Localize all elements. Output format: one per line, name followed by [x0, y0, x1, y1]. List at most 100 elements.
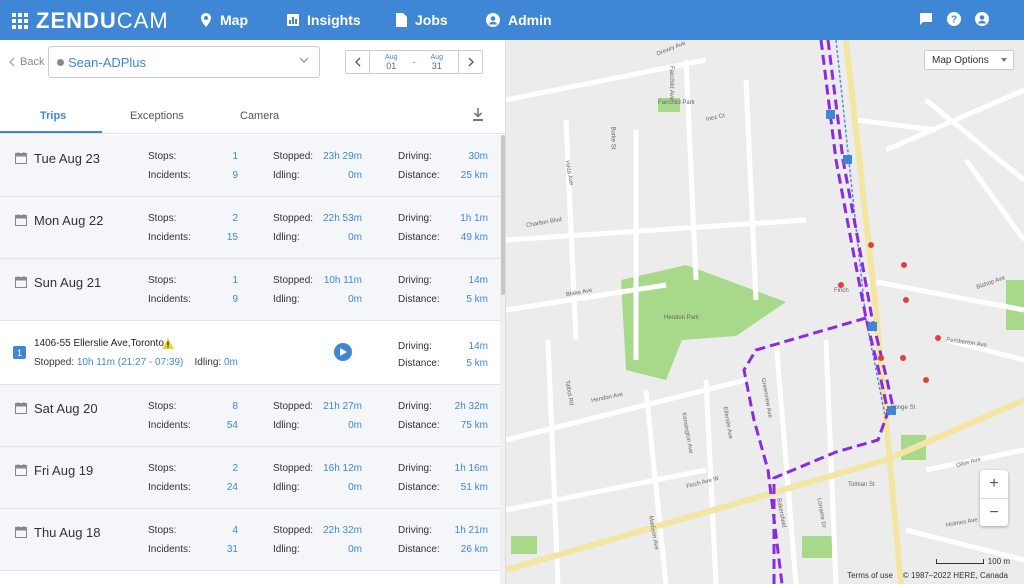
- day-row[interactable]: Thu Aug 18 Stops: 4 Incidents: 31 Stopped: 22h…: [0, 509, 500, 571]
- idling-value: 0m: [348, 420, 362, 431]
- trips-panel: Back Sean-ADPlus Aug 01 - Aug 31 Trips Exc…: [0, 40, 506, 584]
- logo[interactable]: ZENDUCAM: [12, 8, 169, 34]
- distance-value: 5 km: [466, 294, 488, 305]
- zoom-in-button[interactable]: +: [989, 475, 999, 492]
- trip-distance-value: 5 km: [466, 358, 488, 369]
- hendon-park: [621, 265, 786, 380]
- incidents-label: Incidents:: [148, 170, 191, 181]
- stopped-value: 16h 12m: [323, 463, 362, 474]
- idling-value: 0m: [348, 482, 362, 493]
- vehicle-select[interactable]: Sean-ADPlus: [48, 46, 320, 78]
- date-to[interactable]: Aug 31: [416, 51, 459, 73]
- stops-value: 2: [232, 463, 238, 474]
- active-tab-indicator: [0, 131, 102, 133]
- day-date: Tue Aug 23: [34, 151, 101, 166]
- stopped-label: Stopped:: [273, 213, 314, 224]
- idling-label: Idling:: [273, 294, 300, 305]
- edithvale-park: [511, 536, 537, 554]
- scrollbar-thumb[interactable]: [501, 135, 505, 295]
- stops-value: 8: [232, 401, 238, 412]
- back-button[interactable]: Back: [8, 56, 44, 68]
- tab-trips[interactable]: Trips: [40, 110, 67, 122]
- trip-stopped-value: 10h 11m (21:27 - 07:39): [76, 357, 184, 368]
- park-edge: [1006, 280, 1024, 330]
- day-date: Sat Aug 20: [34, 401, 98, 416]
- download-icon[interactable]: [472, 108, 484, 122]
- stops-value: 1: [232, 275, 238, 286]
- map-options-dropdown[interactable]: Map Options: [924, 50, 1014, 70]
- account-icon[interactable]: [974, 11, 990, 27]
- nav-jobs[interactable]: Jobs: [396, 12, 448, 28]
- idling-label: Idling:: [273, 170, 300, 181]
- trip-address: 1406-55 Ellerslie Ave,Toronto: [34, 338, 164, 349]
- driving-label: Driving:: [398, 401, 432, 412]
- calendar-icon: [15, 151, 27, 169]
- day-row[interactable]: Sat Aug 20 Stops: 8 Incidents: 54 Stopped: 21h…: [0, 385, 500, 447]
- date-range-picker: Aug 01 - Aug 31: [345, 50, 483, 74]
- distance-label: Distance:: [398, 232, 440, 243]
- idling-value: 0m: [348, 170, 362, 181]
- tab-camera[interactable]: Camera: [240, 110, 280, 122]
- stops-label: Stops:: [148, 275, 177, 286]
- zoom-out-button[interactable]: −: [980, 498, 1008, 526]
- stopped-label: Stopped:: [273, 275, 314, 286]
- distance-value: 51 km: [460, 482, 488, 493]
- day-row[interactable]: Fri Aug 19 Stops: 2 Incidents: 24 Stopped: 16h…: [0, 447, 500, 509]
- nav-insights[interactable]: Insights: [287, 12, 361, 28]
- stopped-value: 21h 27m: [323, 401, 362, 412]
- day-row[interactable]: Mon Aug 22 Stops: 2 Incidents: 15 Stopped: 22h…: [0, 197, 500, 259]
- driving-value: 1h 1m: [460, 213, 488, 224]
- date-to-month: Aug: [430, 54, 443, 61]
- day-date: Sun Aug 21: [34, 275, 102, 290]
- vehicle-name: Sean-ADPlus: [68, 54, 147, 70]
- map-pin-icon: [201, 13, 211, 27]
- map-label: Fairchild Park: [658, 100, 695, 106]
- scale-bar: 100 m: [935, 557, 1010, 566]
- idling-label: Idling:: [273, 232, 300, 243]
- day-row[interactable]: Sun Aug 21 Stops: 1 Incidents: 9 Stopped: 10h …: [0, 259, 500, 321]
- map-label: Tolman St: [848, 482, 875, 488]
- stopped-label: Stopped:: [273, 401, 314, 412]
- distance-label: Distance:: [398, 544, 440, 555]
- incidents-label: Incidents:: [148, 420, 191, 431]
- chart-icon: [287, 14, 299, 26]
- prev-range-button[interactable]: [346, 51, 370, 73]
- terms-link[interactable]: Terms of use: [847, 571, 893, 580]
- fairchild-park: [658, 98, 680, 112]
- stopped-label: Stopped:: [273, 151, 314, 162]
- incidents-value[interactable]: 9: [232, 294, 238, 305]
- incidents-value[interactable]: 15: [226, 232, 238, 243]
- day-row[interactable]: Tue Aug 23 Stops: 1 Incidents: 9 Stopped: 23h …: [0, 135, 500, 197]
- date-from-day: 01: [386, 61, 397, 71]
- chevron-left-icon: [354, 57, 360, 67]
- apps-grid-icon[interactable]: [12, 13, 28, 29]
- map-canvas[interactable]: [506, 40, 1024, 584]
- driving-label: Driving:: [398, 213, 432, 224]
- incidents-value[interactable]: 9: [232, 170, 238, 181]
- driving-label: Driving:: [398, 463, 432, 474]
- date-from[interactable]: Aug 01: [370, 51, 413, 73]
- incidents-value[interactable]: 54: [226, 420, 238, 431]
- scrollbar[interactable]: [500, 135, 505, 584]
- help-icon[interactable]: ?: [946, 11, 962, 27]
- trip-stopped-label: Stopped:: [34, 357, 75, 368]
- chevron-right-icon: [468, 57, 474, 67]
- driving-label: Driving:: [398, 275, 432, 286]
- incidents-value[interactable]: 24: [226, 482, 238, 493]
- trip-row[interactable]: 1 1406-55 Ellerslie Ave,Toronto Stopped: 1…: [0, 321, 500, 385]
- next-range-button[interactable]: [458, 51, 482, 73]
- tab-exceptions[interactable]: Exceptions: [130, 110, 184, 122]
- distance-value: 49 km: [460, 232, 488, 243]
- nav-jobs-label: Jobs: [415, 12, 448, 28]
- tab-bar: Trips Exceptions Camera: [0, 98, 505, 134]
- play-button[interactable]: [334, 343, 352, 361]
- nav-admin[interactable]: Admin: [486, 12, 552, 28]
- nav-map[interactable]: Map: [200, 12, 248, 28]
- stops-label: Stops:: [148, 213, 177, 224]
- calendar-icon: [15, 463, 27, 481]
- trip-stopped-line: Stopped: 10h 11m (21:27 - 07:39) Idling:…: [34, 357, 238, 368]
- incidents-value[interactable]: 31: [226, 544, 238, 555]
- map-view[interactable]: Drewry Ave Fairchild Ave Fairchild Park …: [506, 40, 1024, 584]
- chat-icon[interactable]: [918, 11, 934, 27]
- distance-value: 26 km: [460, 544, 488, 555]
